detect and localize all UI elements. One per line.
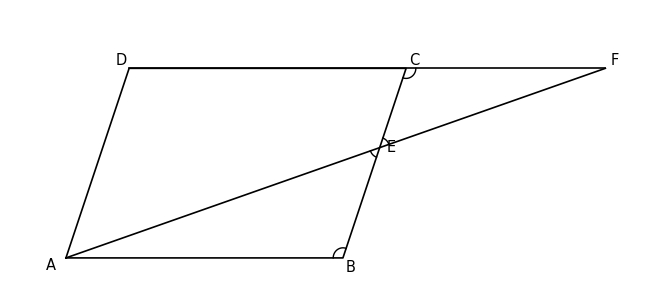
Text: B: B: [345, 260, 356, 275]
Text: C: C: [409, 53, 419, 68]
Text: F: F: [611, 53, 619, 68]
Text: A: A: [47, 258, 56, 274]
Text: E: E: [387, 140, 396, 155]
Text: D: D: [116, 53, 127, 68]
